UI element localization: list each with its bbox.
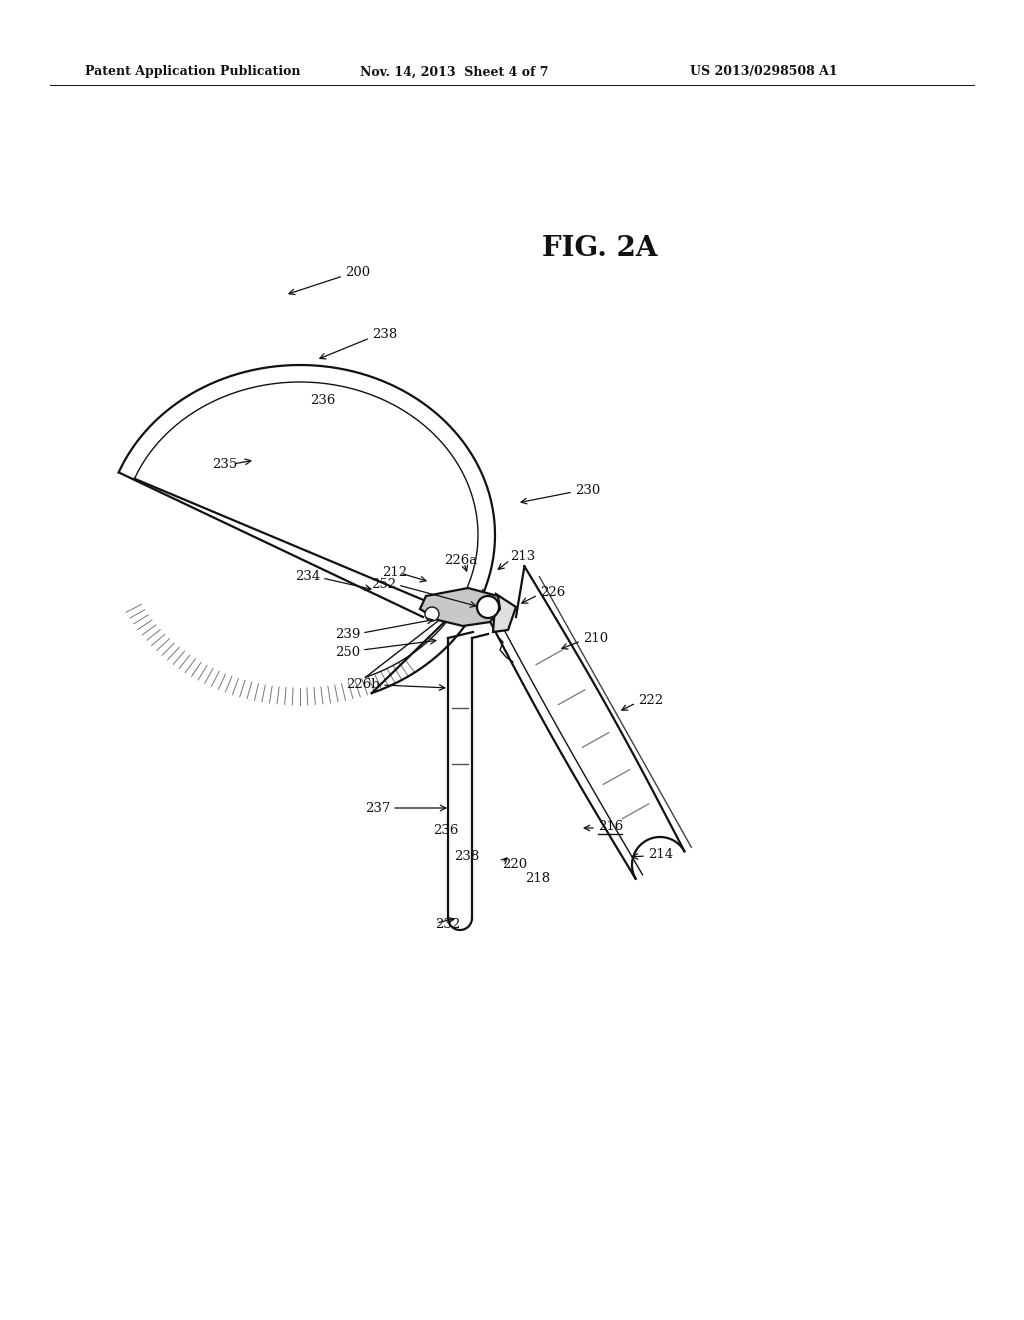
Text: 236: 236 [433,824,459,837]
Text: 222: 222 [638,693,664,706]
Text: 226b: 226b [346,678,380,692]
Text: 220: 220 [502,858,527,871]
Text: 210: 210 [583,631,608,644]
Text: Patent Application Publication: Patent Application Publication [85,66,300,78]
Text: 238: 238 [372,329,397,342]
Polygon shape [493,594,516,632]
Text: US 2013/0298508 A1: US 2013/0298508 A1 [690,66,838,78]
Text: 239: 239 [335,628,360,642]
Text: 250: 250 [335,645,360,659]
Text: Nov. 14, 2013  Sheet 4 of 7: Nov. 14, 2013 Sheet 4 of 7 [360,66,549,78]
Text: 232: 232 [435,919,460,932]
Text: 226a: 226a [444,554,477,568]
Text: 216: 216 [598,820,624,833]
Polygon shape [420,587,500,626]
Text: 214: 214 [648,849,673,862]
Text: 218: 218 [525,871,550,884]
Text: FIG. 2A: FIG. 2A [543,235,657,261]
Text: 238: 238 [454,850,479,863]
Text: 252: 252 [371,578,396,591]
Text: 226: 226 [540,586,565,599]
Text: 234: 234 [295,570,319,583]
Text: 237: 237 [365,801,390,814]
Text: 213: 213 [510,550,536,564]
Text: 235: 235 [212,458,238,471]
Circle shape [425,607,439,620]
Text: 236: 236 [310,393,336,407]
Text: 212: 212 [382,565,408,578]
Text: 230: 230 [575,483,600,496]
Text: 200: 200 [345,265,370,279]
Circle shape [477,597,499,618]
